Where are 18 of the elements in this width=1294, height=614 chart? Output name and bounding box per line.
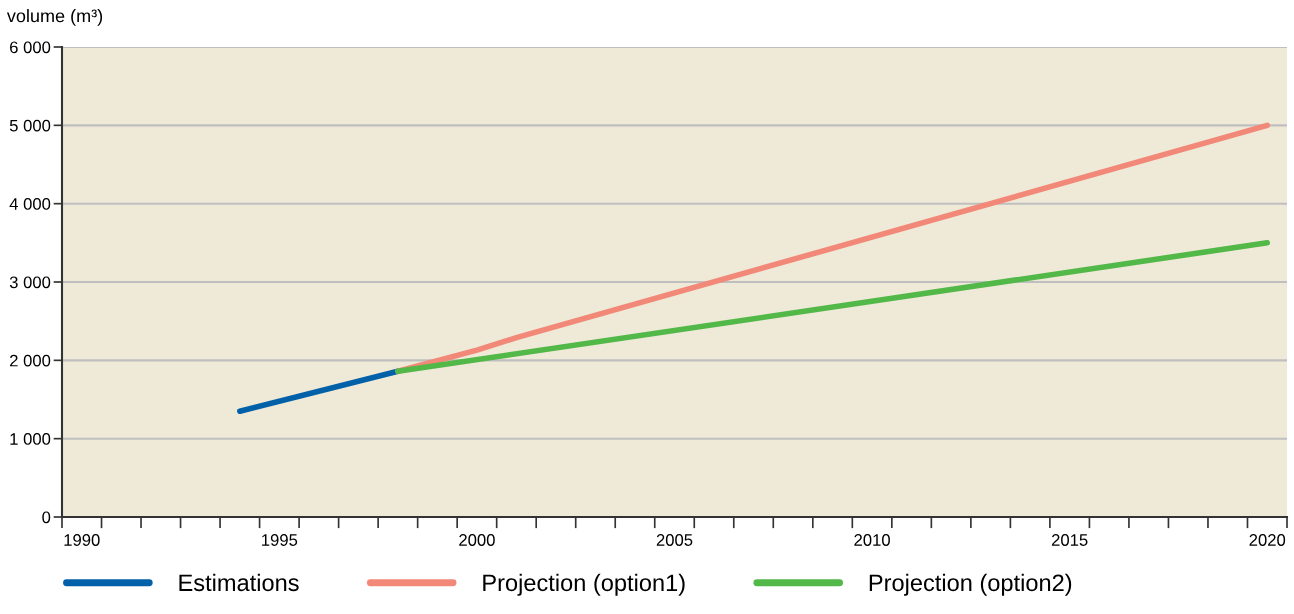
- legend-label: Projection (option2): [869, 573, 1072, 596]
- x-tick-label: 2015: [1051, 534, 1088, 546]
- y-tick-label: 1 000: [10, 433, 51, 445]
- legend-label: Estimations: [179, 573, 299, 592]
- y-tick-label: 2 000: [10, 354, 51, 367]
- x-tick-label: 1995: [262, 534, 298, 546]
- y-tick-label: 5 000: [9, 119, 51, 132]
- y-axis-title: volume (m³): [6, 9, 103, 26]
- y-tick-label: 6 000: [10, 41, 51, 54]
- x-tick-label: 2020: [1249, 534, 1286, 546]
- y-tick-label: 0: [42, 511, 51, 524]
- x-tick-label: 1990: [64, 534, 100, 546]
- x-tick-label: 2000: [459, 534, 495, 546]
- y-tick-label: 4 000: [9, 198, 51, 210]
- x-tick-label: 2010: [854, 534, 890, 546]
- y-tick-label: 3 000: [9, 276, 51, 289]
- legend-label: Projection (option1): [483, 573, 685, 596]
- x-tick-label: 2005: [656, 534, 693, 546]
